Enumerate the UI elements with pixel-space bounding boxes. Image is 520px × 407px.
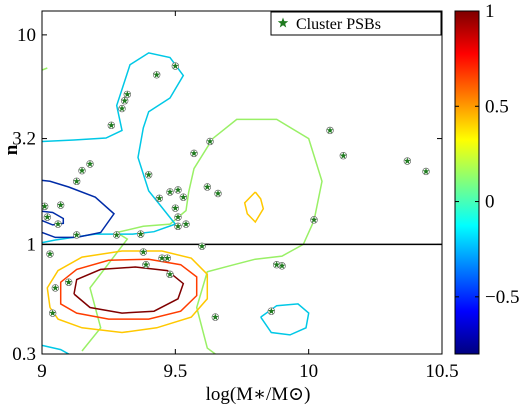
contour-line-1	[42, 67, 48, 71]
legend-box	[270, 11, 442, 36]
data-point	[64, 278, 73, 286]
x-tick-label: 10	[299, 361, 318, 382]
contour-line-4	[59, 258, 198, 320]
y-axis: 0.3 1 3.2 10	[12, 25, 442, 365]
legend: Cluster PSBs	[270, 11, 442, 36]
plot-frame	[41, 10, 443, 355]
y-tick-label: 0.3	[12, 344, 36, 365]
y-tick-label: 3.2	[12, 129, 36, 150]
data-point	[403, 157, 412, 165]
data-point	[78, 166, 86, 175]
contour-line-5	[73, 266, 185, 314]
data-point	[72, 177, 81, 186]
data-point	[206, 137, 214, 146]
data-point	[211, 313, 220, 321]
data-point	[86, 160, 94, 168]
scatter-points	[42, 62, 430, 321]
data-point	[198, 242, 206, 250]
data-point	[54, 220, 62, 228]
data-point	[72, 231, 81, 239]
colorbar-ticks: 1 0.5 0 −0.5	[455, 1, 519, 308]
contour-line-10	[42, 210, 65, 226]
colorbar-bar	[454, 10, 480, 355]
contour-line-6	[42, 52, 185, 244]
colorbar-tick-label: 0.5	[485, 96, 509, 117]
x-tick-label: 9	[37, 361, 47, 382]
contour-lines	[42, 52, 323, 354]
data-point	[136, 230, 145, 238]
data-point	[174, 186, 182, 194]
data-point	[174, 222, 182, 231]
data-point	[310, 216, 318, 224]
colorbar-tick-label: 1	[485, 1, 495, 22]
data-point	[174, 213, 182, 221]
x-axis-label: log(M∗/M⊙)	[206, 384, 311, 405]
data-point	[272, 261, 281, 269]
colorbar-tick-label: 0	[485, 192, 495, 213]
y-tick-label: 1	[27, 234, 37, 255]
data-point	[112, 231, 121, 239]
contour-line-3	[243, 191, 265, 224]
data-point	[203, 183, 212, 191]
data-point	[56, 201, 65, 209]
contour-line-2	[46, 250, 209, 334]
data-point	[171, 62, 180, 70]
data-point	[107, 121, 116, 130]
colorbar: 1 0.5 0 −0.5	[454, 1, 519, 355]
data-point	[166, 188, 174, 196]
data-point	[123, 90, 132, 99]
data-point	[171, 204, 180, 212]
data-point	[267, 307, 276, 315]
data-point	[179, 193, 188, 201]
data-point	[339, 152, 348, 160]
data-point	[42, 202, 49, 211]
data-point	[120, 97, 129, 105]
data-point	[51, 284, 60, 292]
legend-entry-cluster-psbs: Cluster PSBs	[296, 16, 381, 33]
data-point	[155, 194, 164, 203]
legend-marker-star-icon	[277, 17, 289, 28]
data-point	[144, 171, 153, 179]
x-axis: 9 9.5 10 10.5	[37, 11, 459, 382]
x-tick-label: 9.5	[163, 361, 187, 382]
data-point	[163, 254, 172, 262]
data-point	[166, 270, 174, 279]
data-point	[43, 213, 52, 221]
data-point	[326, 126, 334, 135]
data-point	[152, 71, 161, 79]
data-point	[118, 104, 126, 113]
data-point	[46, 250, 54, 258]
data-point	[190, 149, 198, 158]
data-point	[182, 220, 190, 228]
contour-line-9	[42, 179, 116, 239]
y-axis-label: n	[1, 144, 22, 155]
data-point	[214, 189, 222, 198]
colorbar-tick-label: −0.5	[485, 287, 519, 308]
contour-line-7	[260, 303, 310, 336]
y-tick-label: 10	[17, 25, 36, 46]
data-point	[422, 167, 430, 176]
contour-line-8	[42, 344, 70, 354]
data-point	[139, 248, 148, 256]
x-tick-label: 10.5	[425, 361, 458, 382]
data-point	[48, 309, 57, 317]
data-point	[142, 261, 150, 269]
